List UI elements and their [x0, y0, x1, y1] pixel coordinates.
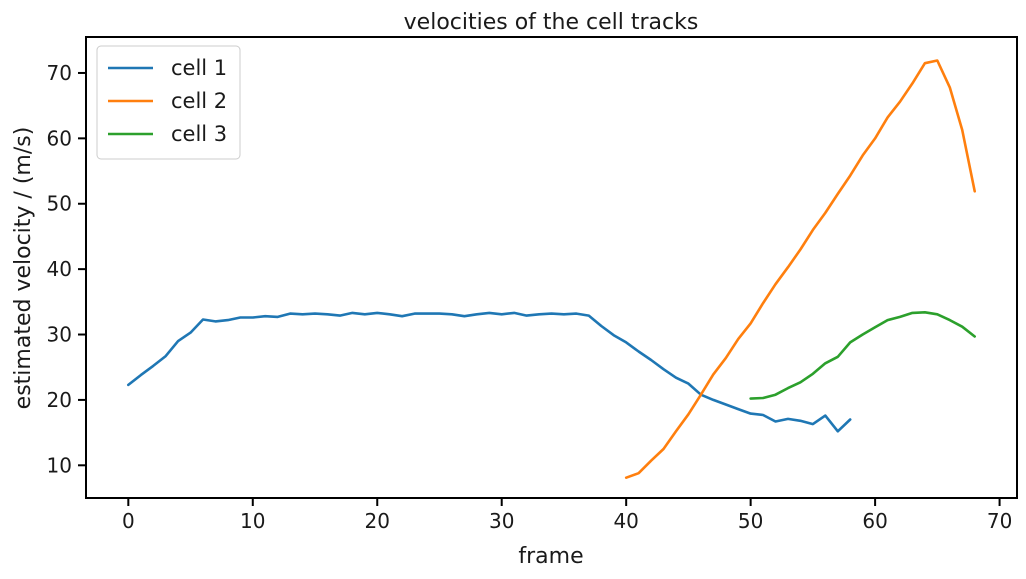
y-tick-label: 20	[47, 388, 72, 412]
legend: cell 1 cell 2 cell 3	[96, 45, 241, 160]
y-axis-label: estimated velocity / (m/s)	[11, 127, 36, 410]
y-tick-label: 50	[47, 192, 72, 216]
x-tick-label: 10	[240, 509, 265, 533]
y-tick-label: 60	[47, 126, 72, 150]
plot-frame	[85, 36, 1018, 499]
legend-label-3: cell 3	[171, 122, 227, 146]
y-tick-label: 10	[47, 453, 72, 477]
legend-label-1: cell 1	[171, 56, 227, 80]
y-tick-label: 40	[47, 257, 72, 281]
series-line-2	[624, 59, 977, 480]
legend-box	[96, 45, 241, 160]
series-line-1	[127, 311, 852, 433]
x-tick-label: 20	[365, 509, 390, 533]
x-tick-label: 60	[862, 509, 887, 533]
x-tick-label: 0	[122, 509, 135, 533]
chart-title: velocities of the cell tracks	[404, 10, 699, 35]
x-axis-label: frame	[518, 544, 583, 569]
series-line-3	[749, 310, 977, 400]
y-tick-label: 70	[47, 61, 72, 85]
series-lines	[127, 59, 977, 480]
y-tick-label: 30	[47, 323, 72, 347]
x-tick-label: 50	[738, 509, 763, 533]
x-tick-label: 40	[613, 509, 638, 533]
legend-label-2: cell 2	[171, 89, 227, 113]
x-tick-label: 70	[987, 509, 1012, 533]
x-tick-label: 30	[489, 509, 514, 533]
axis-ticks: 0 10 20 30 40 50 60 70 10 20 30 40 50 60 70	[47, 61, 1013, 533]
